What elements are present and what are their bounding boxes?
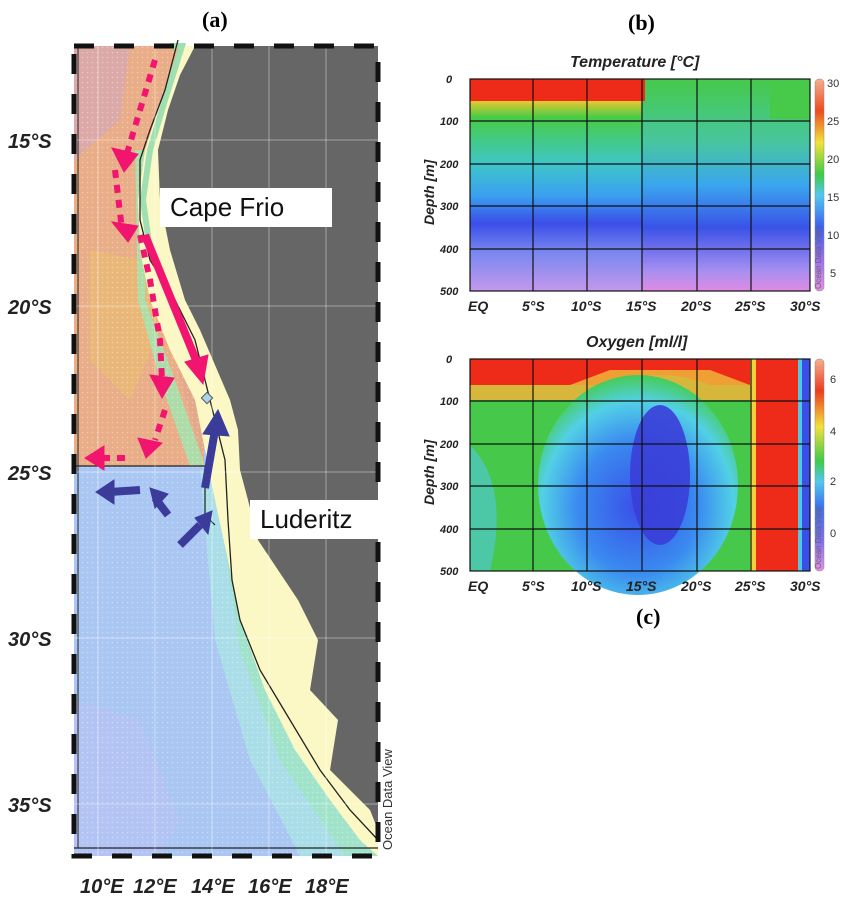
temperature-grid — [470, 79, 810, 291]
panel-label-c: (c) — [636, 604, 661, 629]
oxygen-ylabel: Depth [m] — [421, 438, 437, 505]
temp-xtick-eq: EQ — [468, 298, 488, 314]
oxy-ytick-400: 400 — [439, 524, 459, 536]
station-marker — [200, 391, 214, 405]
oxygen-section: Oxygen [ml/l] Depth [m] 0 100 200 300 40… — [421, 334, 836, 595]
lat-tick-20: 20°S — [7, 297, 52, 319]
coastal-shelf — [138, 46, 378, 856]
label-cape-frio: Cape Frio — [160, 188, 332, 227]
lat-tick-35: 35°S — [8, 795, 52, 817]
oxy-xtick-10s: 10°S — [571, 578, 602, 594]
temp-cbar-5: 5 — [830, 268, 836, 280]
oxygen-title: Oxygen [ml/l] — [586, 334, 688, 351]
oxy-cbar-2: 2 — [830, 476, 836, 488]
pink-current-arrows — [84, 59, 209, 471]
oxy-xtick-30s: 30°S — [790, 578, 821, 594]
temp-xtick-10s: 10°S — [571, 298, 602, 314]
temp-ytick-300: 300 — [440, 201, 459, 213]
lon-tick-18: 18°E — [305, 876, 349, 898]
oxy-ytick-500: 500 — [440, 566, 459, 578]
map-credit: Ocean Data View — [380, 748, 395, 850]
temp-ytick-0: 0 — [446, 74, 453, 86]
land-africa — [148, 46, 378, 840]
oxy-xtick-eq: EQ — [468, 578, 488, 594]
oxygen-credit: Ocean Data View — [814, 507, 823, 569]
temp-xtick-25s: 25°S — [734, 298, 766, 314]
temp-xtick-20s: 20°S — [680, 298, 712, 314]
panel-label-a: (a) — [202, 7, 228, 32]
oxy-cbar-6: 6 — [830, 374, 836, 386]
oxy-cbar-4: 4 — [830, 426, 836, 438]
blue-current-arrows — [95, 408, 230, 548]
temp-cbar-15: 15 — [827, 192, 839, 204]
temperature-section: Temperature [°C] Depth [m] 0 100 200 300… — [421, 54, 839, 314]
temperature-title: Temperature [°C] — [570, 54, 700, 71]
temp-cbar-20: 20 — [827, 154, 839, 166]
temp-xtick-5s: 5°S — [522, 298, 545, 314]
oxy-xtick-15s: 15°S — [626, 578, 657, 594]
lon-tick-14: 14°E — [191, 876, 235, 898]
oxy-ytick-200: 200 — [439, 439, 459, 451]
oxygen-grid — [470, 359, 810, 571]
temperature-colorbar — [814, 78, 825, 292]
panel-label-b: (b) — [628, 10, 655, 35]
temp-xtick-30s: 30°S — [790, 298, 821, 314]
oxy-xtick-25s: 25°S — [734, 578, 766, 594]
oxy-ytick-0: 0 — [446, 354, 453, 366]
temp-ytick-100: 100 — [440, 116, 459, 128]
lat-tick-15: 15°S — [8, 131, 52, 153]
lon-tick-12: 12°E — [133, 876, 177, 898]
temperature-credit: Ocean Data View — [814, 227, 823, 289]
label-luderitz: Luderitz — [250, 500, 390, 539]
oxy-xtick-20s: 20°S — [680, 578, 712, 594]
oxy-cbar-0: 0 — [830, 528, 836, 540]
temp-ytick-500: 500 — [440, 286, 459, 298]
lon-tick-10: 10°E — [80, 876, 124, 898]
oxy-ytick-300: 300 — [440, 481, 459, 493]
lat-tick-25: 25°S — [7, 463, 52, 485]
lat-tick-30: 30°S — [8, 629, 52, 651]
temp-xtick-15s: 15°S — [626, 298, 657, 314]
temperature-ylabel: Depth [m] — [421, 158, 437, 225]
temp-ytick-200: 200 — [439, 159, 459, 171]
temp-cbar-10: 10 — [827, 230, 839, 242]
oxy-ytick-100: 100 — [440, 396, 459, 408]
oxygen-colorbar — [814, 358, 825, 572]
temp-cbar-30: 30 — [827, 78, 839, 90]
temp-cbar-25: 25 — [827, 116, 839, 128]
lon-tick-16: 16°E — [248, 876, 292, 898]
oxy-xtick-5s: 5°S — [522, 578, 545, 594]
temp-ytick-400: 400 — [439, 244, 459, 256]
